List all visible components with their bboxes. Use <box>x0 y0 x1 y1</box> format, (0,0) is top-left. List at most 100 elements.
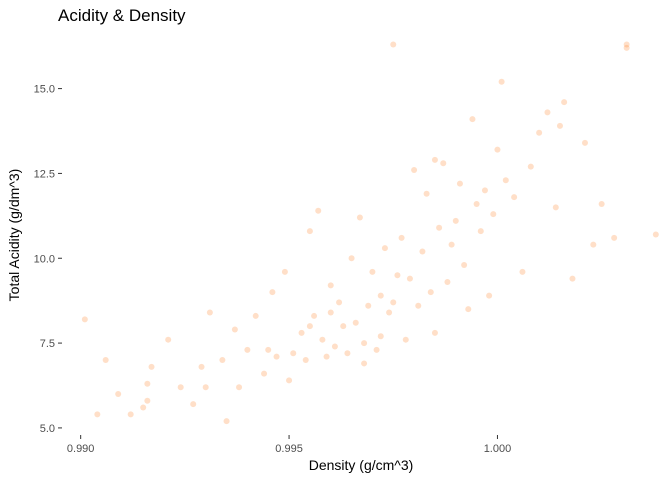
chart-title: Acidity & Density <box>58 6 186 25</box>
data-point <box>456 180 463 187</box>
data-point <box>311 312 318 319</box>
data-point <box>598 200 605 207</box>
data-point <box>252 312 259 319</box>
data-point <box>561 99 568 106</box>
data-point <box>373 346 380 353</box>
y-tick-label: 12.5 <box>34 168 55 180</box>
data-point <box>527 163 534 170</box>
data-point <box>406 275 413 282</box>
y-tick-label: 15.0 <box>34 84 55 96</box>
data-point <box>127 411 134 418</box>
data-point <box>440 160 447 167</box>
data-point <box>302 357 309 364</box>
data-point <box>198 363 205 370</box>
data-point <box>115 390 122 397</box>
data-point <box>423 190 430 197</box>
x-tick-label: 0.990 <box>67 443 95 455</box>
data-point <box>273 353 280 360</box>
data-point <box>306 228 313 235</box>
data-point <box>223 418 230 425</box>
data-point <box>281 268 288 275</box>
data-point <box>323 353 330 360</box>
data-point <box>102 357 109 364</box>
data-point <box>419 248 426 255</box>
data-point <box>377 292 384 299</box>
data-point <box>431 156 438 163</box>
data-point <box>652 231 659 238</box>
data-point <box>236 384 243 391</box>
x-tick-label: 0.995 <box>275 443 303 455</box>
y-axis-title: Total Acidity (g/dm^3) <box>6 169 22 302</box>
data-point <box>536 129 543 136</box>
data-point <box>344 350 351 357</box>
data-point <box>581 139 588 146</box>
data-point <box>469 116 476 123</box>
data-point <box>269 289 276 296</box>
data-point <box>336 299 343 306</box>
data-point <box>319 336 326 343</box>
data-point <box>461 262 468 269</box>
data-point <box>386 309 393 316</box>
data-point <box>590 241 597 248</box>
data-point <box>377 333 384 340</box>
data-point <box>352 319 359 326</box>
data-point <box>356 214 363 221</box>
data-point <box>365 302 372 309</box>
data-points <box>81 41 659 425</box>
data-point <box>390 41 397 48</box>
data-point <box>498 78 505 85</box>
data-point <box>265 346 272 353</box>
data-point <box>431 329 438 336</box>
y-tick-label: 5.0 <box>40 423 55 435</box>
data-point <box>411 167 418 174</box>
data-point <box>381 245 388 252</box>
x-axis: 0.990 0.995 1.000 <box>67 435 511 455</box>
data-point <box>494 146 501 153</box>
data-point <box>244 346 251 353</box>
x-tick-label: 1.000 <box>484 443 512 455</box>
data-point <box>623 41 630 48</box>
y-tick-label: 7.5 <box>40 338 55 350</box>
data-point <box>477 228 484 235</box>
x-axis-title: Density (g/cm^3) <box>309 457 414 473</box>
data-point <box>140 404 147 411</box>
data-point <box>348 255 355 262</box>
data-point <box>306 323 313 330</box>
data-point <box>402 336 409 343</box>
data-point <box>315 207 322 214</box>
data-point <box>398 234 405 241</box>
y-axis: 5.0 7.5 10.0 12.5 15.0 <box>34 84 62 435</box>
data-point <box>452 217 459 224</box>
data-point <box>544 109 551 116</box>
data-point <box>177 384 184 391</box>
data-point <box>427 289 434 296</box>
data-point <box>448 241 455 248</box>
data-point <box>219 357 226 364</box>
y-tick-label: 10.0 <box>34 253 55 265</box>
data-point <box>623 44 630 51</box>
data-point <box>340 323 347 330</box>
data-point <box>290 350 297 357</box>
data-point <box>611 234 618 241</box>
data-point <box>331 343 338 350</box>
data-point <box>361 340 368 347</box>
data-point <box>369 268 376 275</box>
data-point <box>206 309 213 316</box>
data-point <box>511 194 518 201</box>
data-point <box>190 401 197 408</box>
data-point <box>490 211 497 218</box>
data-point <box>569 275 576 282</box>
data-point <box>519 268 526 275</box>
data-point <box>436 224 443 231</box>
data-point <box>327 309 334 316</box>
data-point <box>202 384 209 391</box>
data-point <box>94 411 101 418</box>
data-point <box>361 360 368 367</box>
data-point <box>556 122 563 129</box>
data-point <box>481 187 488 194</box>
data-point <box>165 336 172 343</box>
data-point <box>502 177 509 184</box>
data-point <box>390 299 397 306</box>
data-point <box>465 306 472 313</box>
